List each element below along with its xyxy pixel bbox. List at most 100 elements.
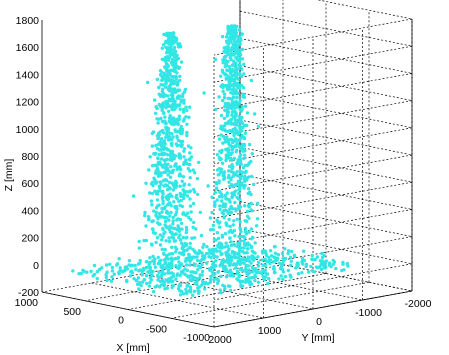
data-point bbox=[169, 256, 173, 260]
data-point bbox=[182, 155, 186, 159]
data-point bbox=[229, 240, 233, 244]
data-point bbox=[185, 133, 189, 138]
data-point bbox=[205, 245, 209, 249]
data-point bbox=[188, 263, 192, 267]
data-point bbox=[167, 218, 171, 222]
data-point bbox=[232, 24, 237, 28]
data-point bbox=[267, 255, 271, 259]
data-point bbox=[182, 149, 186, 153]
data-point bbox=[171, 272, 175, 276]
data-point bbox=[131, 194, 136, 198]
data-point bbox=[214, 247, 218, 252]
data-point bbox=[165, 209, 169, 214]
data-point bbox=[151, 130, 156, 134]
data-point bbox=[217, 95, 221, 99]
data-point bbox=[177, 166, 182, 171]
data-point bbox=[246, 175, 250, 180]
data-point bbox=[261, 251, 265, 255]
data-point bbox=[227, 252, 231, 257]
data-point bbox=[219, 133, 223, 137]
data-point bbox=[233, 126, 237, 131]
data-point bbox=[236, 86, 240, 90]
data-point bbox=[192, 236, 197, 240]
data-point bbox=[243, 183, 247, 188]
data-point bbox=[148, 256, 152, 260]
data-point bbox=[234, 207, 238, 211]
data-point bbox=[178, 74, 182, 79]
data-point bbox=[231, 95, 236, 99]
data-point bbox=[171, 215, 175, 220]
data-point bbox=[324, 259, 328, 263]
data-point bbox=[110, 275, 114, 279]
data-point bbox=[154, 143, 158, 148]
data-point bbox=[97, 267, 102, 272]
data-point bbox=[251, 258, 256, 262]
data-point bbox=[184, 213, 188, 217]
data-point bbox=[235, 162, 239, 166]
data-point bbox=[183, 267, 187, 271]
data-point bbox=[246, 204, 251, 208]
data-point bbox=[185, 108, 189, 113]
data-point bbox=[233, 234, 237, 238]
data-point bbox=[242, 204, 247, 208]
data-point bbox=[252, 112, 257, 116]
data-point bbox=[230, 88, 235, 92]
data-point bbox=[176, 138, 181, 143]
data-point bbox=[163, 121, 167, 125]
data-point bbox=[239, 38, 243, 42]
data-point bbox=[243, 171, 247, 175]
data-point bbox=[214, 259, 218, 263]
data-point bbox=[239, 74, 244, 79]
data-point bbox=[168, 114, 172, 118]
data-point bbox=[249, 78, 254, 83]
data-point bbox=[280, 263, 284, 267]
data-point bbox=[127, 259, 132, 263]
grid-line bbox=[127, 273, 327, 310]
data-point bbox=[162, 232, 166, 236]
data-point bbox=[234, 111, 238, 116]
data-point bbox=[187, 115, 191, 120]
data-point bbox=[171, 219, 175, 223]
data-point bbox=[331, 258, 335, 263]
data-point bbox=[167, 271, 172, 275]
data-point bbox=[244, 269, 248, 273]
data-point bbox=[177, 94, 182, 98]
data-point bbox=[176, 256, 180, 260]
data-point bbox=[145, 281, 149, 286]
data-point bbox=[231, 274, 236, 278]
data-point bbox=[184, 263, 189, 267]
data-point bbox=[222, 267, 226, 271]
data-point bbox=[243, 149, 247, 153]
data-point bbox=[172, 69, 176, 73]
data-point bbox=[237, 245, 242, 250]
data-point bbox=[245, 247, 250, 251]
data-point bbox=[163, 247, 167, 252]
data-point bbox=[192, 187, 196, 192]
data-point bbox=[226, 106, 230, 111]
data-point bbox=[220, 192, 224, 196]
data-point bbox=[197, 160, 201, 165]
data-point bbox=[182, 182, 187, 186]
data-point bbox=[208, 280, 213, 284]
data-point bbox=[151, 227, 155, 231]
data-point bbox=[229, 129, 233, 133]
data-point bbox=[170, 35, 174, 39]
data-point bbox=[184, 115, 188, 119]
data-point bbox=[196, 264, 201, 268]
data-point bbox=[180, 271, 185, 275]
data-point bbox=[193, 276, 197, 280]
data-point bbox=[281, 277, 285, 281]
data-point bbox=[238, 242, 242, 246]
data-point bbox=[200, 283, 204, 287]
data-point bbox=[239, 261, 243, 265]
y-tick-label: -1000 bbox=[355, 307, 382, 319]
data-point bbox=[280, 251, 285, 256]
data-point bbox=[176, 224, 180, 228]
data-point bbox=[227, 164, 232, 169]
data-point bbox=[164, 266, 168, 270]
data-point bbox=[314, 265, 319, 269]
data-point bbox=[166, 109, 171, 114]
data-point bbox=[164, 106, 168, 110]
data-point bbox=[162, 43, 166, 47]
data-point bbox=[163, 159, 167, 163]
